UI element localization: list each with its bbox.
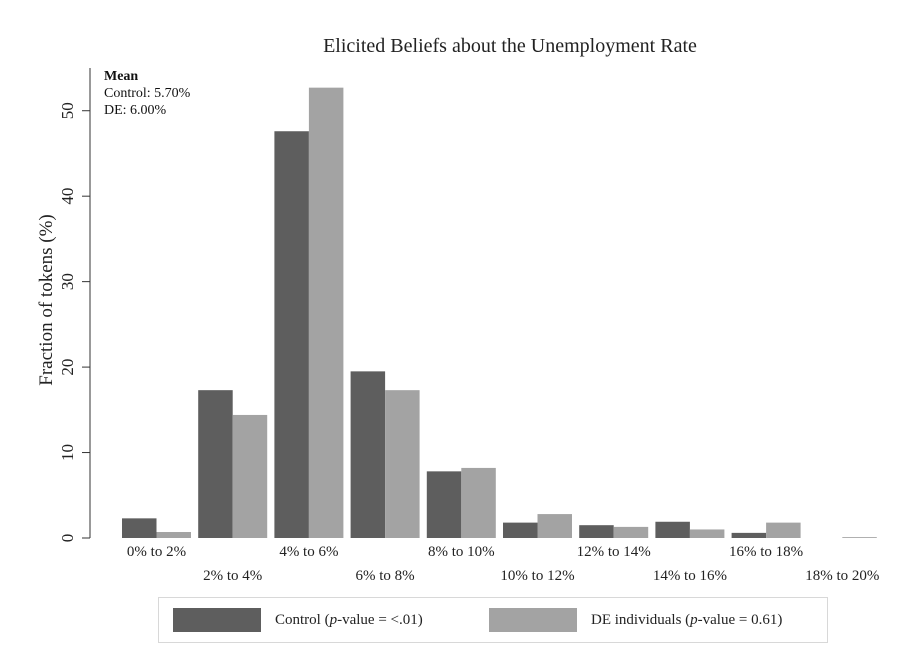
y-tick-label: 40: [58, 188, 77, 205]
mean-annotation-control: Control: 5.70%: [104, 86, 191, 101]
x-tick-label: 6% to 8%: [356, 568, 415, 584]
bar-de-5: [537, 514, 572, 538]
y-tick-label: 20: [58, 359, 77, 376]
bar-control-1: [198, 390, 233, 538]
bar-control-5: [503, 522, 538, 538]
legend-swatch-de: [489, 608, 577, 632]
legend-label-control: Control (p-value = <.01): [275, 611, 423, 628]
x-tick-label: 18% to 20%: [805, 568, 879, 584]
bar-control-6: [579, 525, 614, 538]
mean-annotation-title: Mean: [104, 69, 139, 84]
bars: [122, 87, 877, 539]
bar-de-7: [689, 529, 725, 538]
bar-de-6: [613, 526, 649, 538]
legend-label-de: DE individuals (p-value = 0.61): [591, 611, 783, 628]
x-tick-label: 0% to 2%: [127, 544, 186, 560]
y-tick-label: 50: [58, 102, 77, 119]
legend-item-control: Control (p-value = <.01): [173, 608, 423, 632]
bar-control-0: [122, 518, 157, 538]
mean-annotation-de: DE: 6.00%: [104, 103, 167, 118]
x-tick-label: 8% to 10%: [428, 544, 495, 560]
y-tick-label: 10: [58, 444, 77, 461]
y-ticks: 0 10 20 30 40 50: [58, 102, 90, 542]
x-ticks: 0% to 2% 2% to 4% 4% to 6% 6% to 8% 8% to 10…: [127, 544, 879, 584]
legend-item-de: DE individuals (p-value = 0.61): [489, 608, 782, 632]
bar-control-7: [655, 521, 690, 538]
bar-control-8: [731, 532, 767, 538]
bar-control-2: [274, 131, 309, 538]
x-tick-label: 16% to 18%: [729, 544, 803, 560]
bar-de-9: [842, 537, 877, 538]
mean-annotation: Mean Control: 5.70% DE: 6.00%: [104, 68, 190, 119]
y-tick-label: 30: [58, 273, 77, 290]
x-tick-label: 14% to 16%: [653, 568, 727, 584]
bar-control-3: [350, 371, 386, 538]
x-tick-label: 2% to 4%: [203, 568, 262, 584]
bar-de-4: [461, 467, 496, 538]
bar-de-1: [232, 414, 268, 538]
y-axis-label: Fraction of tokens (%): [36, 214, 57, 385]
bar-de-3: [385, 390, 420, 538]
bar-de-2: [308, 87, 344, 539]
legend-swatch-control: [173, 608, 261, 632]
y-tick-label: 0: [58, 534, 77, 543]
bar-de-8: [766, 522, 801, 538]
bar-de-0: [156, 532, 191, 538]
x-tick-label: 12% to 14%: [577, 544, 651, 560]
x-tick-label: 10% to 12%: [500, 568, 574, 584]
legend: Control (p-value = <.01) DE individuals …: [158, 597, 828, 643]
x-tick-label: 4% to 6%: [279, 544, 338, 560]
chart-title: Elicited Beliefs about the Unemployment …: [323, 35, 697, 57]
bar-control-4: [426, 471, 462, 538]
